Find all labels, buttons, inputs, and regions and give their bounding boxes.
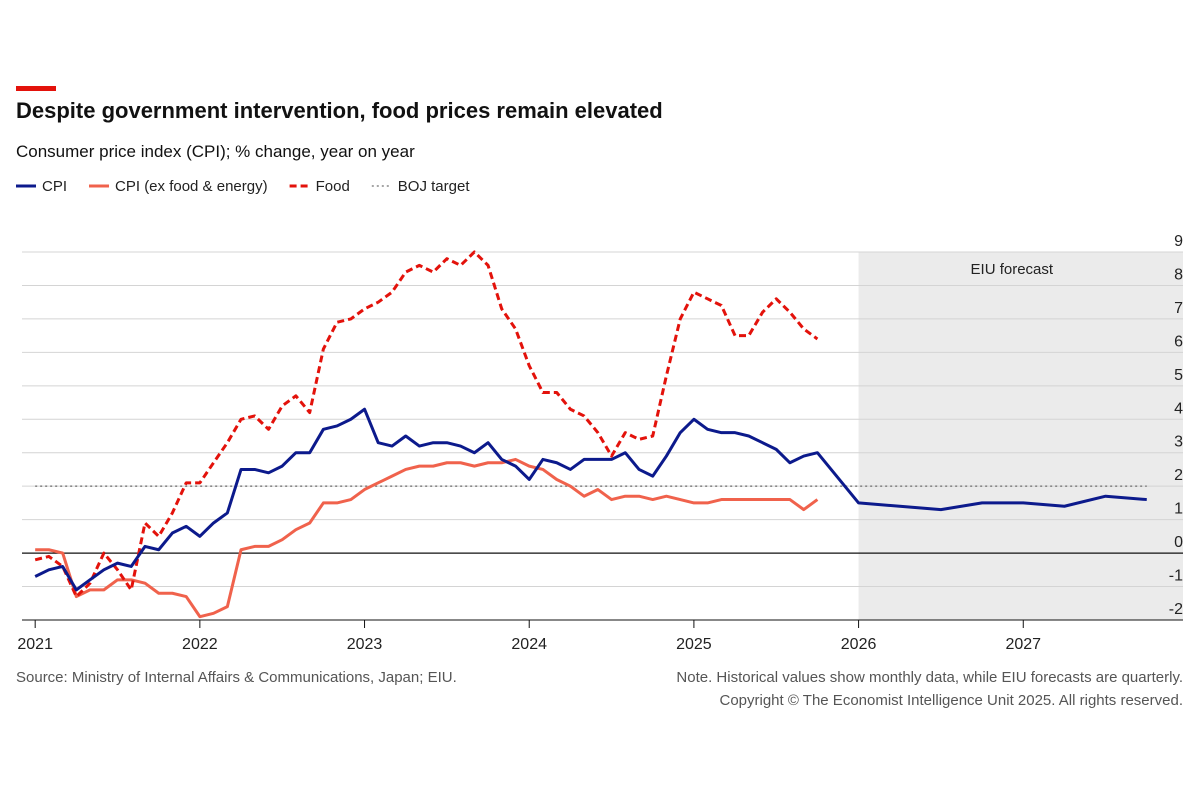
x-tick-label: 2027 <box>1005 636 1041 653</box>
copyright: Copyright © The Economist Intelligence U… <box>719 692 1183 709</box>
y-tick-label: 3 <box>1174 434 1183 451</box>
legend: CPI CPI (ex food & energy) Food BOJ target <box>16 178 470 195</box>
legend-label: Food <box>316 178 350 195</box>
legend-label: CPI (ex food & energy) <box>115 178 268 195</box>
chart-title: Despite government intervention, food pr… <box>16 98 663 123</box>
x-tick-label: 2026 <box>841 636 877 653</box>
series-line <box>34 407 1147 592</box>
forecast-region <box>858 252 1183 620</box>
y-tick-label: 9 <box>1174 233 1183 250</box>
legend-label: BOJ target <box>398 178 471 195</box>
y-tick-label: 2 <box>1174 467 1183 484</box>
series-line <box>35 457 819 619</box>
x-tick-label: 2022 <box>182 636 218 653</box>
y-tick-label: 6 <box>1174 333 1183 350</box>
y-tick-label: 4 <box>1174 400 1183 417</box>
x-tick-label: 2024 <box>511 636 547 653</box>
legend-label: CPI <box>42 178 67 195</box>
chart-subtitle: Consumer price index (CPI); % change, ye… <box>16 142 415 161</box>
brand-bar <box>16 86 56 91</box>
y-tick-label: 7 <box>1174 300 1183 317</box>
y-tick-label: -1 <box>1169 568 1183 585</box>
x-tick-label: 2025 <box>676 636 712 653</box>
y-tick-label: 0 <box>1174 534 1183 551</box>
source: Source: Ministry of Internal Affairs & C… <box>16 669 457 686</box>
y-tick-label: 1 <box>1174 501 1183 518</box>
note: Note. Historical values show monthly dat… <box>676 669 1183 686</box>
y-tick-label: -2 <box>1169 601 1183 618</box>
x-tick-label: 2021 <box>17 636 53 653</box>
forecast-label: EIU forecast <box>971 261 1054 278</box>
y-tick-label: 5 <box>1174 367 1183 384</box>
x-tick-label: 2023 <box>347 636 383 653</box>
y-tick-label: 8 <box>1174 266 1183 283</box>
series-line <box>34 250 819 599</box>
